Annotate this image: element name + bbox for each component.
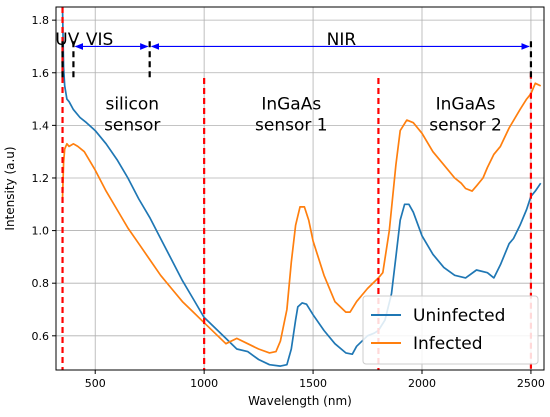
y-tick-label: 0.6 — [32, 330, 50, 343]
annotation-label: sensor 1 — [255, 116, 328, 136]
x-tick-label: 1500 — [299, 377, 327, 390]
annotation-label: InGaAs — [436, 95, 496, 115]
series-line-infected — [61, 82, 542, 354]
annotation-label: NIR — [327, 30, 357, 50]
legend-label: Infected — [413, 334, 483, 354]
x-tick-label: 500 — [85, 377, 106, 390]
y-tick-label: 1.4 — [32, 119, 50, 132]
x-tick-label: 2000 — [408, 377, 436, 390]
annotation-label: sensor — [104, 116, 160, 136]
legend: Uninfected Infected — [362, 295, 539, 365]
axis-ticks: 500 1000 1500 2000 2500 0.6 0.8 1.0 1.2 1.4 1.6 1.8 — [32, 14, 545, 390]
y-tick-label: 1.0 — [32, 225, 50, 238]
legend-box — [362, 295, 539, 365]
legend-label: Uninfected — [413, 306, 505, 326]
annotation-label: silicon — [105, 95, 159, 115]
annotation-label: sensor 2 — [429, 116, 502, 136]
y-tick-label: 0.8 — [32, 277, 50, 290]
y-axis-label: Intensity (a.u) — [3, 146, 17, 230]
annotation-label: VIS — [86, 30, 113, 50]
y-tick-label: 1.2 — [32, 172, 50, 185]
plot-frame — [55, 6, 545, 371]
series-lines — [61, 7, 542, 367]
annotation-label: InGaAs — [261, 95, 321, 115]
x-tick-label: 1000 — [190, 377, 218, 390]
series-line-uninfected — [61, 7, 542, 367]
x-axis-label: Wavelength (nm) — [248, 394, 352, 408]
y-tick-label: 1.6 — [32, 67, 50, 80]
annotation-label: UV — [55, 30, 79, 50]
y-tick-label: 1.8 — [32, 14, 50, 27]
x-tick-label: 2500 — [517, 377, 545, 390]
